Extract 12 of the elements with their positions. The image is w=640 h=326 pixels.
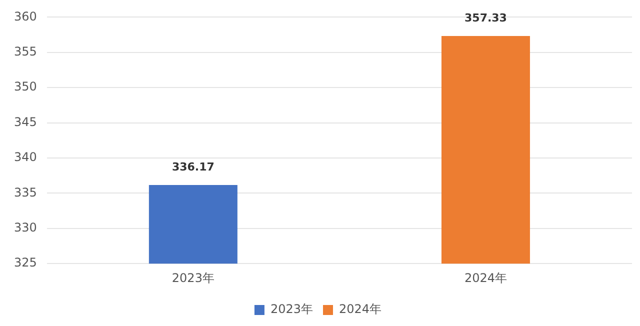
data-label: 336.17	[172, 160, 214, 174]
y-tick-label: 350	[14, 80, 37, 94]
y-tick-label: 325	[14, 256, 37, 270]
y-tick-label: 355	[14, 44, 37, 59]
y-tick-label: 345	[14, 114, 37, 129]
data-label: 357.33	[464, 11, 507, 24]
y-tick-label: 330	[14, 220, 37, 235]
y-tick-label: 335	[14, 185, 37, 200]
legend-label: 2023年	[270, 302, 314, 316]
y-tick-label: 360	[14, 9, 37, 24]
y-tick-label: 340	[14, 150, 37, 164]
legend-label: 2024年	[339, 302, 382, 316]
